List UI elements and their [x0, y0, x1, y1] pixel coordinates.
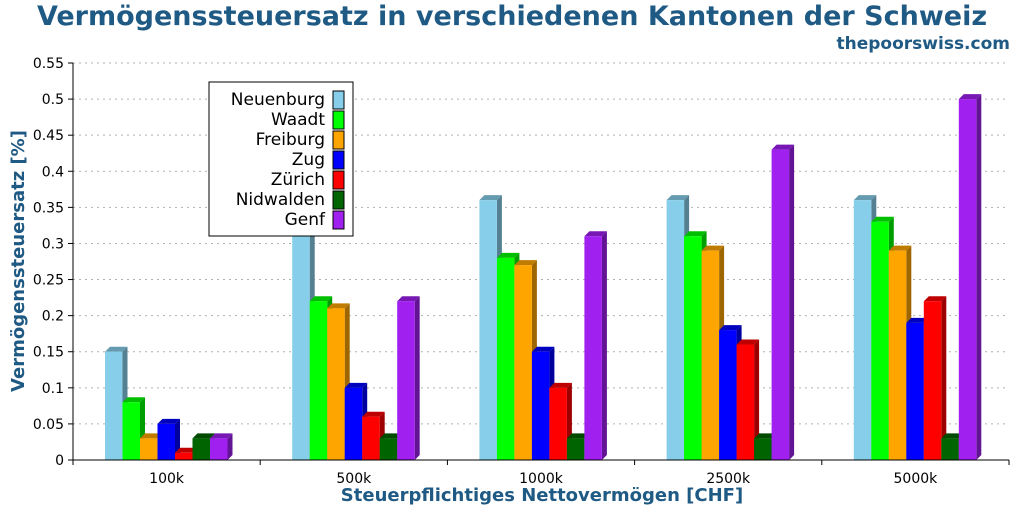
x-tick-label: 2500k: [706, 471, 751, 487]
legend-label: Genf: [285, 210, 326, 230]
y-tick-label: 0.35: [33, 200, 64, 216]
y-axis-title: Vermögenssteuersatz [%]: [8, 130, 29, 392]
axes: 0 0.05 0.1 0.15 0.2 0.25 0.3 0.35 0.4 0.45 0.5 0.55…: [33, 56, 1010, 487]
bar: [210, 433, 233, 460]
y-tick-label: 0.25: [33, 273, 64, 289]
legend-label: Nidwalden: [236, 190, 325, 210]
legend-box: [208, 81, 354, 237]
legend-swatch: [332, 170, 345, 190]
legend-swatch: [332, 110, 345, 130]
bar: [105, 346, 128, 460]
y-tick-label: 0.2: [42, 309, 64, 325]
legend-label: Waadt: [271, 110, 325, 130]
x-tick-label: 500k: [336, 471, 372, 487]
y-tick-label: 0.55: [33, 56, 64, 72]
x-tick-label: 100k: [149, 471, 185, 487]
legend-label: Neuenburg: [231, 90, 325, 110]
y-tick-label: 0.15: [33, 345, 64, 361]
y-tick-label: 0.4: [42, 164, 64, 180]
bar: [923, 296, 947, 460]
legend-swatch: [332, 130, 345, 150]
y-tick-label: 0.3: [42, 236, 64, 252]
chart-subtitle: thepoorswiss.com: [836, 34, 1011, 54]
x-tick-label: 5000k: [894, 471, 939, 487]
legend-swatch: [332, 190, 345, 210]
y-tick-label: 0: [55, 453, 64, 469]
bar: [584, 231, 607, 460]
legend-label: Zug: [292, 150, 325, 170]
y-tick-label: 0.05: [33, 417, 64, 433]
legend-swatch: [332, 210, 345, 230]
chart-title: Vermögenssteuersatz in verschiedenen Kan…: [36, 1, 988, 32]
bar-series: [105, 94, 982, 461]
bar: [736, 339, 760, 460]
legend: NeuenburgWaadtFreiburgZugZürichNidwalden…: [208, 81, 354, 237]
bar: [397, 296, 420, 460]
legend-swatch: [332, 150, 345, 170]
y-tick-label: 0.5: [42, 92, 64, 108]
legend-label: Freiburg: [256, 130, 325, 150]
y-tick-label: 0.1: [42, 381, 64, 397]
x-tick-label: 1000k: [519, 471, 564, 487]
legend-swatch: [332, 90, 345, 110]
y-tick-label: 0.45: [33, 128, 64, 144]
bar: [771, 144, 795, 461]
x-axis-title: Steuerpflichtiges Nettovermögen [CHF]: [341, 485, 743, 506]
legend-label: Zürich: [271, 170, 325, 190]
bar: [958, 94, 982, 460]
